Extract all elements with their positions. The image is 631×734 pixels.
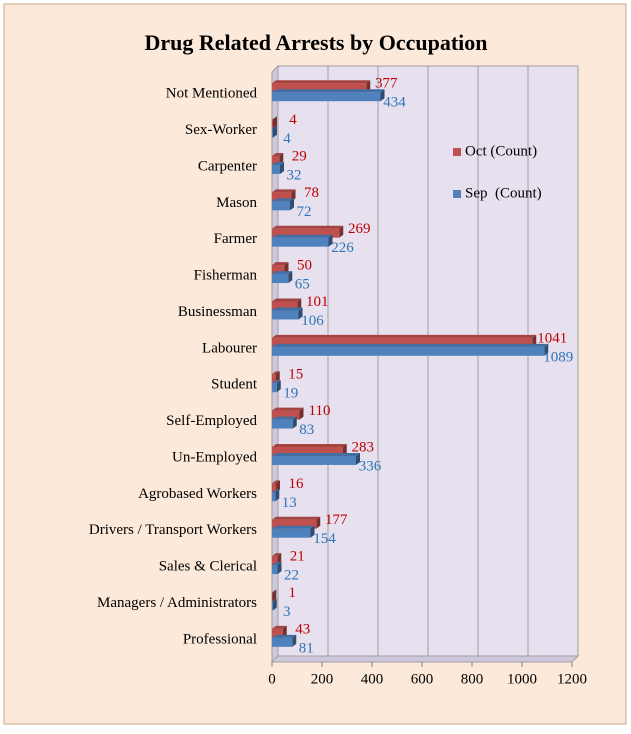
bar [272, 456, 356, 465]
data-label: 110 [309, 403, 331, 419]
x-tick-label: 400 [361, 671, 384, 687]
legend-swatch [453, 148, 461, 156]
y-tick-label: Fisherman [194, 268, 258, 284]
data-label: 32 [287, 167, 302, 183]
bar-top [272, 517, 320, 520]
plot-floor [272, 656, 578, 662]
data-label: 81 [299, 640, 314, 656]
y-tick-label: Farmer [214, 231, 257, 247]
data-label: 15 [288, 367, 303, 383]
data-label: 101 [306, 294, 329, 310]
data-label: 72 [297, 204, 312, 220]
data-label: 177 [325, 512, 348, 528]
bar-top [272, 226, 343, 229]
bar [272, 565, 278, 574]
bar-top [272, 80, 370, 83]
bar-top [272, 298, 301, 301]
bar [272, 347, 544, 356]
y-tick-label: Sex-Worker [185, 122, 257, 138]
y-tick-label: Drivers / Transport Workers [89, 522, 257, 538]
data-label: 13 [282, 495, 297, 511]
chart-title: Drug Related Arrests by Occupation [144, 30, 487, 55]
data-label: 22 [284, 568, 299, 584]
bar [272, 129, 273, 138]
data-label: 269 [348, 221, 371, 237]
bar [272, 238, 329, 247]
data-label: 78 [304, 185, 319, 201]
bar [272, 274, 288, 283]
y-tick-label: Businessman [178, 304, 258, 320]
data-label: 154 [313, 531, 336, 547]
y-tick-label: Labourer [202, 340, 257, 356]
y-tick-label: Self-Employed [166, 413, 257, 429]
data-label: 29 [292, 148, 307, 164]
bar [272, 601, 273, 610]
x-tick-label: 200 [311, 671, 334, 687]
y-tick-label: Mason [216, 195, 257, 211]
bar [272, 492, 275, 501]
y-tick-label: Managers / Administrators [97, 595, 257, 611]
data-label: 19 [283, 386, 298, 402]
x-tick-label: 1200 [557, 671, 587, 687]
data-label: 106 [301, 313, 324, 329]
data-label: 434 [383, 95, 406, 111]
y-tick-label: Professional [183, 631, 257, 647]
data-label: 50 [297, 258, 312, 274]
y-tick-label: Student [211, 377, 258, 393]
bar-top [272, 635, 296, 638]
data-label: 16 [289, 476, 305, 492]
bar [272, 420, 293, 429]
bar-top [272, 444, 347, 447]
bar-top [272, 453, 360, 456]
bar-top [272, 89, 385, 92]
bar [272, 165, 280, 174]
bar-top [272, 307, 303, 310]
legend-label: Sep (Count) [465, 185, 542, 201]
bar-top [272, 235, 333, 238]
data-label: 336 [359, 458, 382, 474]
bar-top [272, 408, 304, 411]
data-label: 43 [295, 621, 310, 637]
data-label: 4 [283, 131, 291, 147]
data-label: 1089 [543, 349, 573, 365]
bar-top [272, 335, 536, 338]
data-label: 226 [331, 240, 354, 256]
bar [272, 383, 277, 392]
bar-top [272, 344, 548, 347]
bar [272, 529, 311, 538]
bar [272, 120, 273, 129]
x-tick-label: 1000 [507, 671, 537, 687]
x-tick-label: 600 [411, 671, 434, 687]
bar [272, 310, 299, 319]
x-tick-label: 800 [461, 671, 484, 687]
bar [272, 92, 381, 101]
data-label: 3 [283, 604, 291, 620]
bar-top [272, 526, 315, 529]
bar [272, 201, 290, 210]
legend-swatch [453, 190, 461, 198]
data-label: 1 [289, 585, 297, 601]
y-tick-label: Sales & Clerical [159, 559, 257, 575]
y-tick-label: Carpenter [198, 158, 257, 174]
data-label: 21 [290, 549, 305, 565]
bar [272, 638, 292, 647]
x-tick-label: 0 [268, 671, 276, 687]
bar-top [272, 417, 297, 420]
y-tick-label: Agrobased Workers [138, 486, 257, 502]
legend-label: Oct (Count) [465, 143, 537, 159]
data-label: 65 [295, 277, 310, 293]
data-label: 4 [289, 112, 297, 128]
y-tick-label: Not Mentioned [166, 86, 258, 102]
y-tick-label: Un-Employed [172, 449, 257, 465]
bar-top [272, 189, 296, 192]
data-label: 83 [299, 422, 314, 438]
